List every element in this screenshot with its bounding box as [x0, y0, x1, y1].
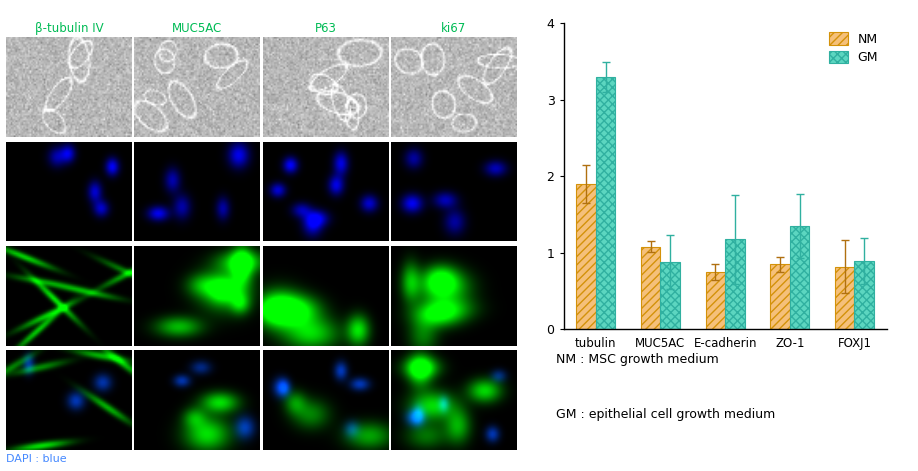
- Text: GM : epithelial cell growth medium: GM : epithelial cell growth medium: [556, 408, 775, 422]
- Text: β-tubulin IV: β-tubulin IV: [35, 22, 104, 35]
- Text: MUC5AC: MUC5AC: [173, 22, 222, 35]
- Text: P63: P63: [315, 22, 337, 35]
- Text: DAPI : blue: DAPI : blue: [6, 454, 67, 464]
- Text: ki67: ki67: [442, 22, 466, 35]
- Text: NM : MSC growth medium: NM : MSC growth medium: [556, 353, 719, 365]
